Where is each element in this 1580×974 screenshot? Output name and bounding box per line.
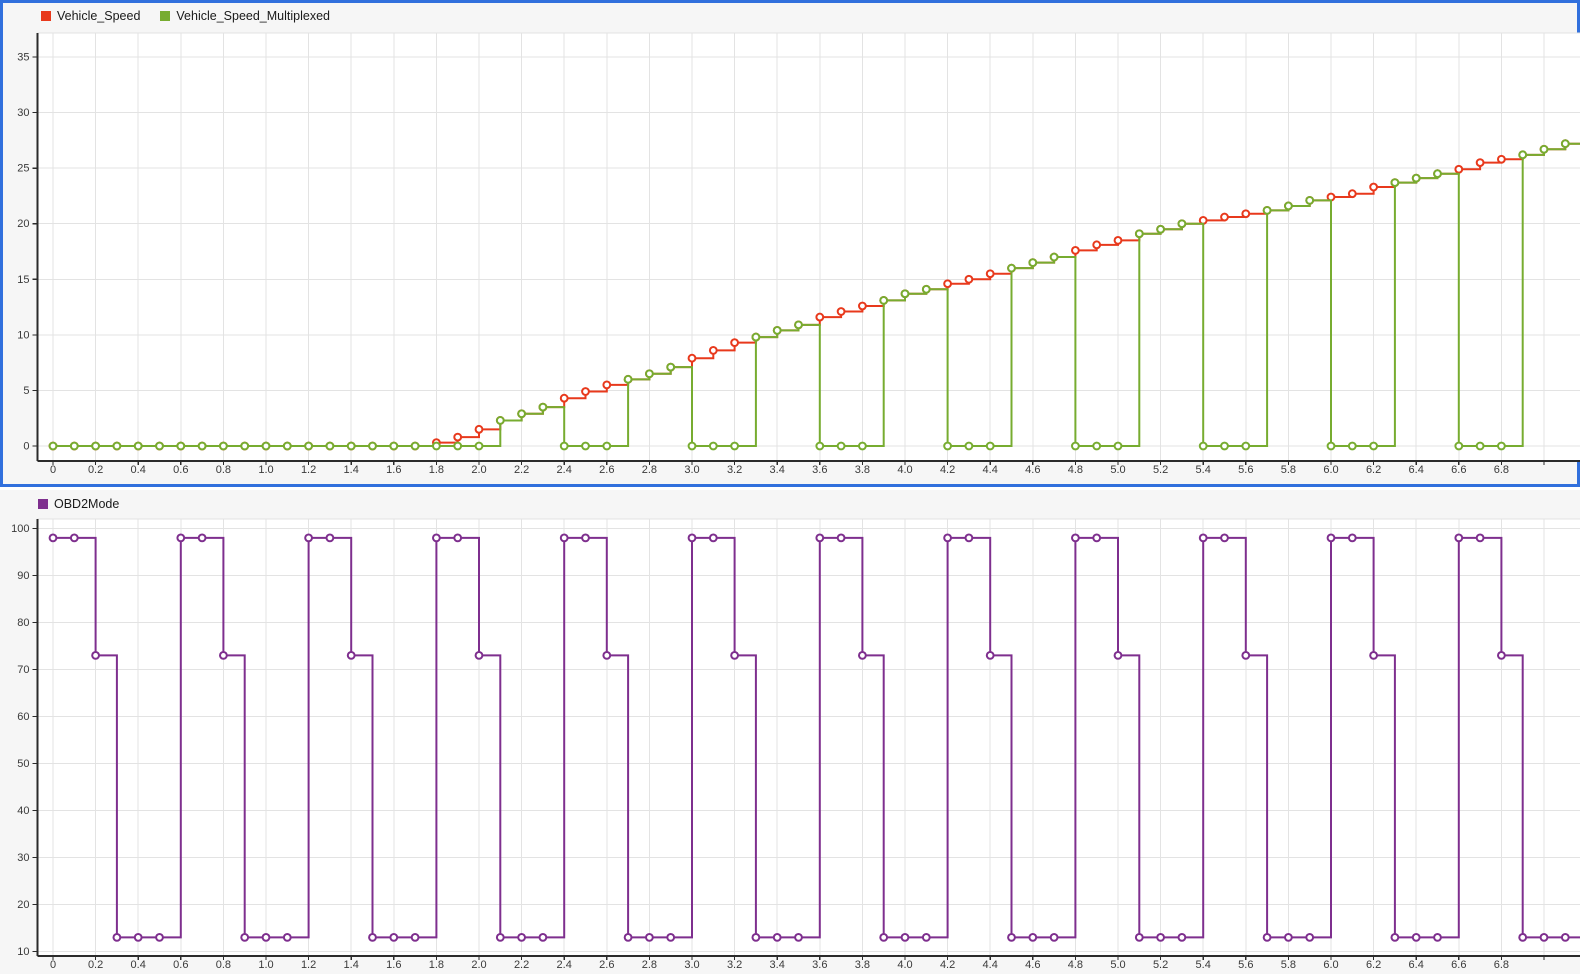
legend-color-swatch-icon [160,11,171,21]
obd2mode-subplot[interactable]: OBD2Mode [0,490,1580,974]
legend-top: Vehicle_Speed Vehicle_Speed_Multiplexed [41,9,330,23]
legend-bottom: OBD2Mode [38,497,119,511]
legend-item-vehicle-speed-multiplexed[interactable]: Vehicle_Speed_Multiplexed [160,9,330,23]
legend-color-swatch-icon [41,11,51,21]
vehicle-speed-subplot[interactable]: Vehicle_Speed Vehicle_Speed_Multiplexed [0,0,1580,487]
legend-color-swatch-icon [38,499,48,509]
legend-item-vehicle-speed[interactable]: Vehicle_Speed [41,9,140,23]
legend-label: Vehicle_Speed [57,9,141,23]
legend-label: OBD2Mode [54,497,120,511]
legend-item-obd2mode[interactable]: OBD2Mode [38,497,119,511]
legend-label: Vehicle_Speed_Multiplexed [176,9,330,23]
